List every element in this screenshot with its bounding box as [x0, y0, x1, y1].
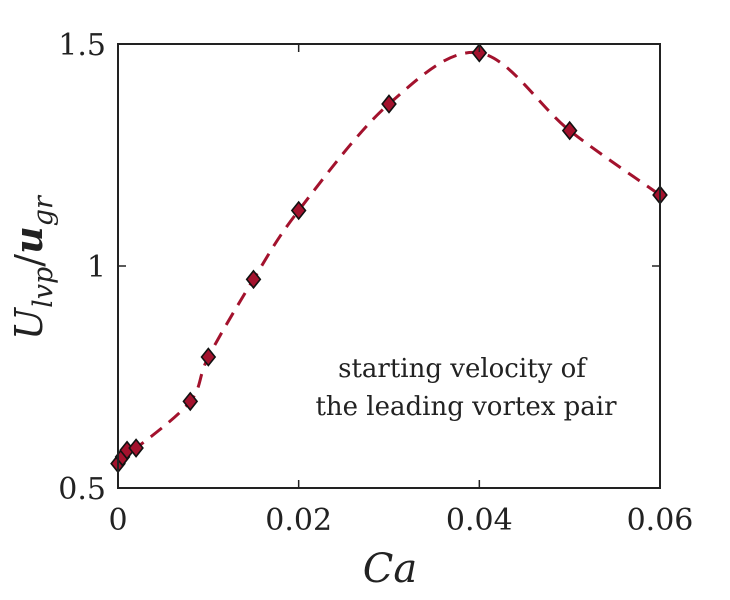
- data-point: [182, 391, 199, 412]
- y-axis-label-main-sub: lvp: [28, 267, 59, 308]
- x-tick-label: 0: [108, 503, 127, 538]
- y-tick-label: 1.5: [58, 28, 106, 63]
- x-axis-label: Ca: [363, 546, 417, 592]
- y-tick-label: 1: [87, 250, 106, 285]
- data-point: [471, 43, 488, 63]
- data-point: [128, 438, 144, 458]
- annotation-line-1: starting velocity of: [338, 354, 588, 384]
- data-point: [561, 120, 578, 141]
- x-tick-label: 0.04: [446, 503, 513, 538]
- y-axis-label-den-sub: gr: [28, 194, 59, 226]
- data-point: [290, 200, 307, 221]
- x-tick-label: 0.02: [265, 503, 332, 538]
- annotation-line-2: the leading vortex pair: [315, 392, 617, 422]
- y-axis-label-den: u: [6, 226, 51, 254]
- ticks-group: 0 0.02 0.04 0.06 0.5 1 1.5: [58, 28, 693, 538]
- y-tick-label: 0.5: [58, 472, 106, 507]
- x-tick-label: 0.06: [627, 503, 694, 538]
- data-point: [245, 269, 262, 290]
- y-axis-label-main: U: [7, 306, 51, 340]
- data-point: [200, 347, 217, 367]
- data-point: [381, 94, 397, 114]
- y-axis-label-slash: /: [7, 254, 51, 267]
- y-axis-label: Ulvp/ugr: [6, 194, 59, 340]
